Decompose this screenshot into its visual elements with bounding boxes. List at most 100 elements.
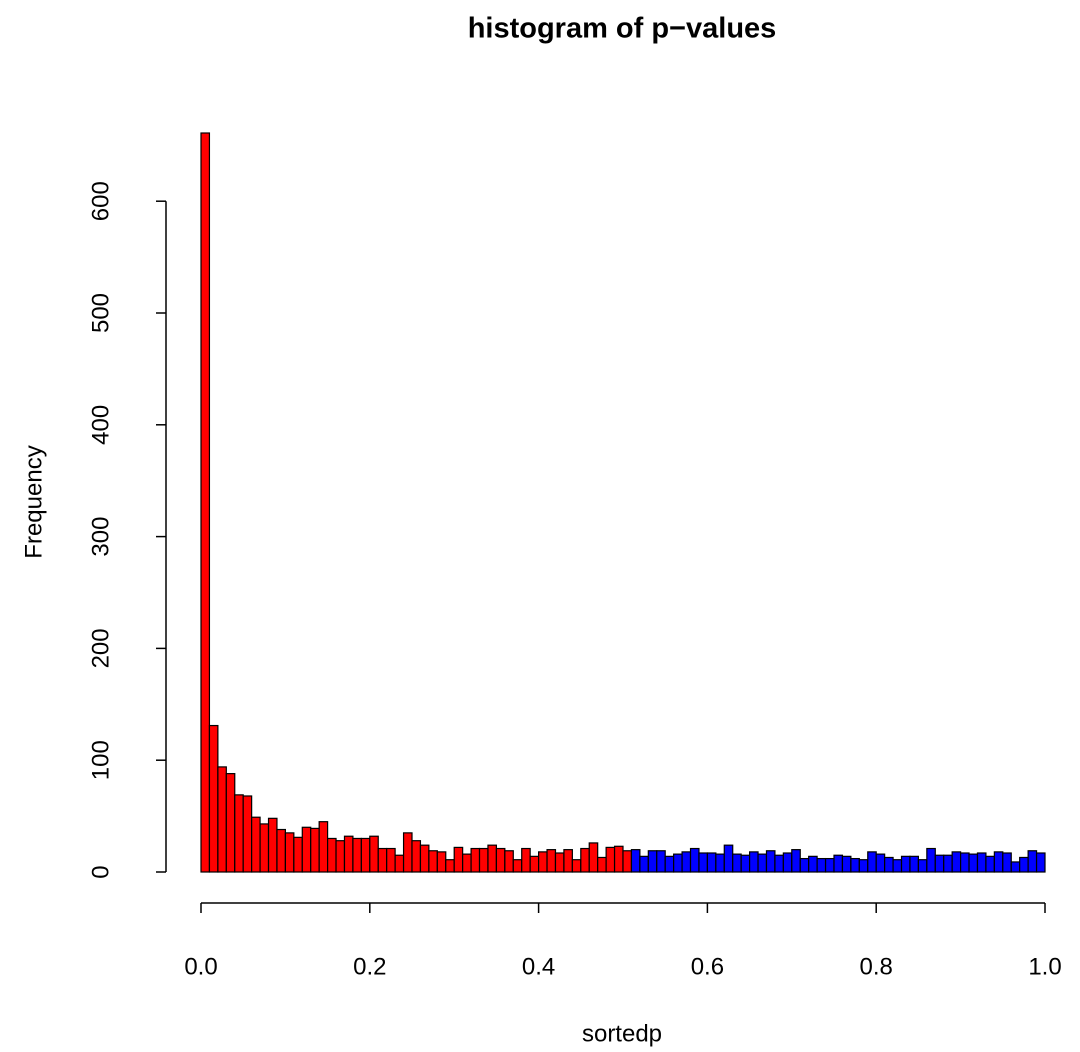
bar xyxy=(310,827,320,873)
bar xyxy=(259,823,270,873)
bar xyxy=(462,853,472,873)
bar xyxy=(419,844,430,873)
bar xyxy=(411,840,422,873)
bar xyxy=(959,852,970,873)
bar xyxy=(360,837,371,873)
bar xyxy=(217,766,227,873)
bar xyxy=(824,857,835,873)
bar xyxy=(748,851,759,873)
bar xyxy=(943,854,953,873)
bar xyxy=(1002,852,1012,873)
bar xyxy=(765,850,776,873)
bar xyxy=(200,132,211,873)
bar xyxy=(267,817,278,873)
bar xyxy=(1010,861,1021,873)
bar xyxy=(276,828,286,873)
y-tick-label: 500 xyxy=(87,293,114,333)
y-tick-label: 300 xyxy=(87,517,114,557)
bar xyxy=(791,849,801,873)
bar xyxy=(436,851,447,873)
y-tick-label: 200 xyxy=(87,628,114,668)
bar xyxy=(318,821,329,873)
bar xyxy=(639,855,649,873)
bar xyxy=(529,855,540,873)
bar xyxy=(951,851,962,873)
bar xyxy=(352,837,362,873)
bar xyxy=(774,854,784,873)
bar xyxy=(673,853,683,873)
bar xyxy=(917,859,928,873)
bar xyxy=(613,845,624,873)
bar xyxy=(386,847,396,873)
bar xyxy=(546,849,557,873)
bar xyxy=(892,859,903,873)
bar xyxy=(284,832,295,873)
bar xyxy=(453,846,464,873)
bar xyxy=(909,855,920,873)
bar xyxy=(369,835,379,873)
bar xyxy=(900,855,911,873)
bar xyxy=(335,840,346,873)
y-axis-label: Frequency xyxy=(20,445,47,558)
bar xyxy=(664,855,675,873)
bar xyxy=(588,842,599,873)
bar xyxy=(504,850,514,873)
y-tick-label: 600 xyxy=(87,181,114,221)
y-tick-label: 0 xyxy=(87,865,114,878)
bar xyxy=(782,852,793,873)
bar xyxy=(343,835,354,873)
bar xyxy=(597,856,607,873)
bar xyxy=(985,855,995,873)
bar xyxy=(715,853,725,873)
bar xyxy=(478,847,489,873)
bar xyxy=(580,847,590,873)
bar xyxy=(968,853,979,873)
bar xyxy=(402,832,413,873)
bar xyxy=(293,836,303,873)
x-tick-label: 0.4 xyxy=(522,953,555,980)
bar xyxy=(808,855,818,873)
bar xyxy=(875,853,886,873)
x-axis-label: sortedp xyxy=(582,1020,662,1047)
chart-title: histogram of p−values xyxy=(468,13,777,45)
bar xyxy=(251,816,261,873)
bar xyxy=(816,857,827,873)
bar xyxy=(394,854,405,873)
bar xyxy=(833,854,844,873)
bar xyxy=(858,859,869,873)
bar xyxy=(487,844,497,873)
bar xyxy=(537,851,548,873)
bar xyxy=(428,850,438,873)
x-tick-label: 0.2 xyxy=(353,953,386,980)
bar xyxy=(850,857,860,873)
bar xyxy=(681,851,692,873)
bar xyxy=(706,852,717,873)
bar xyxy=(656,850,666,873)
bar xyxy=(327,837,337,873)
bar xyxy=(554,852,565,873)
bar xyxy=(647,850,658,873)
bar xyxy=(521,847,531,873)
bar xyxy=(740,854,751,873)
bar xyxy=(563,849,573,873)
bar xyxy=(1019,856,1029,873)
bar xyxy=(926,847,936,873)
y-tick-label: 400 xyxy=(87,405,114,445)
bar xyxy=(571,859,582,873)
bar xyxy=(495,847,506,873)
bar xyxy=(1035,852,1046,873)
bar xyxy=(470,847,481,873)
bar xyxy=(630,849,641,873)
bar xyxy=(732,853,742,873)
bar xyxy=(841,855,852,873)
x-tick-label: 0.6 xyxy=(691,953,724,980)
bar xyxy=(225,773,236,873)
bar xyxy=(698,852,709,873)
bar xyxy=(993,851,1004,873)
bar xyxy=(512,859,523,873)
x-tick-label: 0.0 xyxy=(184,953,217,980)
bar xyxy=(723,844,734,873)
bar xyxy=(976,852,987,873)
